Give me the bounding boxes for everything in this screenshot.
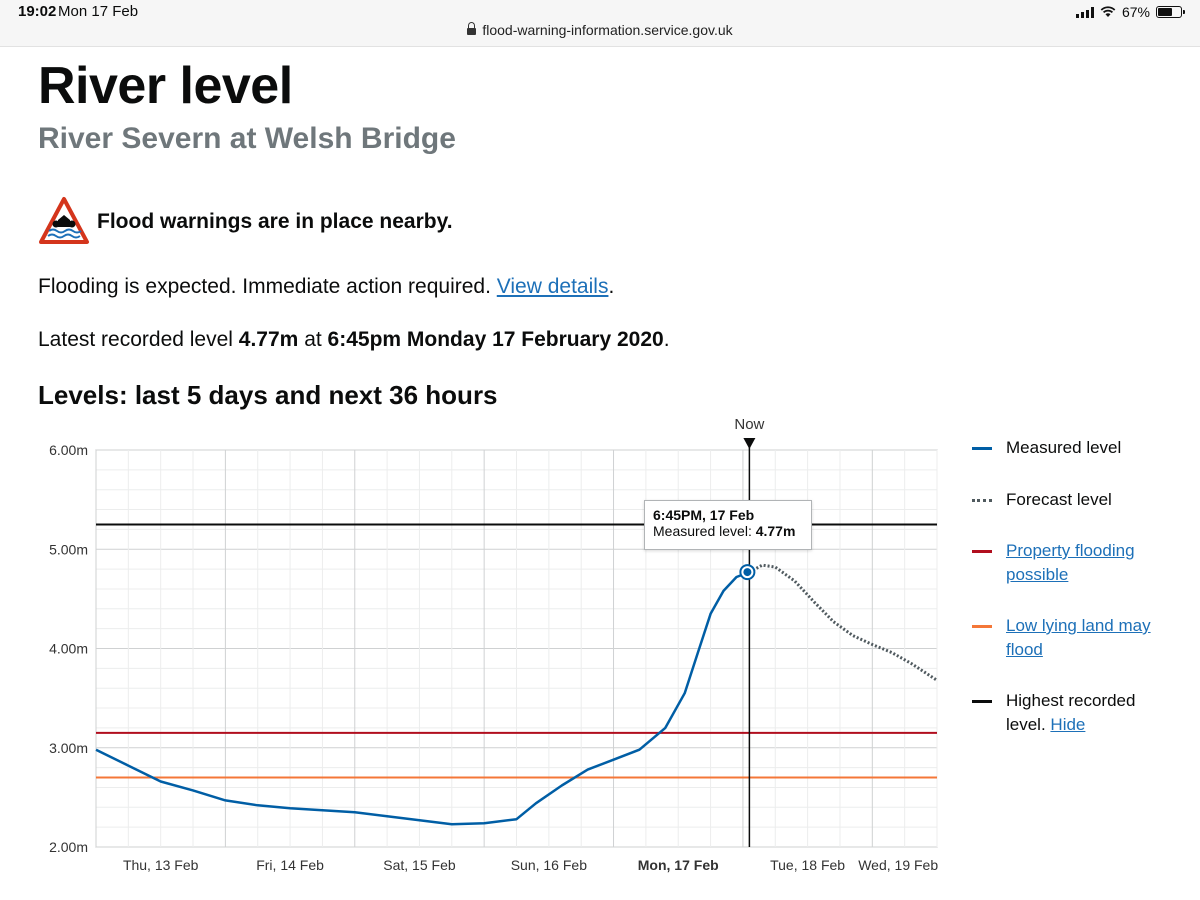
chart-tooltip: 6:45PM, 17 Feb Measured level: 4.77m [644,500,812,550]
battery-percent: 67% [1121,4,1150,20]
wifi-icon [1100,6,1116,17]
x-tick-label: Sat, 15 Feb [383,857,456,873]
x-tick-label: Wed, 19 Feb [858,857,938,873]
legend-label-forecast: Forecast level [1006,490,1112,509]
flood-warning-icon [39,197,89,244]
now-label: Now [734,416,764,433]
tooltip-value: 4.77m [755,523,796,539]
chart-heading: Levels: last 5 days and next 36 hours [38,380,498,410]
x-tick-label: Sun, 16 Feb [511,857,587,873]
legend-label-measured: Measured level [1006,438,1122,457]
flood-expected-text: Flooding is expected. Immediate action r… [38,275,491,298]
y-tick-label: 5.00m [49,541,88,557]
x-tick-label: Fri, 14 Feb [256,857,324,873]
latest-level-time: 6:45pm Monday 17 February 2020 [327,328,664,351]
status-time: 19:02 [18,3,57,20]
latest-period: . [663,328,670,351]
now-marker-icon [743,438,756,449]
legend-swatch-forecast [972,499,992,502]
address-bar[interactable]: flood-warning-information.service.gov.uk [0,22,1200,38]
legend-label-highest: Highest recorded level. Hide [1006,689,1166,737]
status-date: Mon 17 Feb [58,3,139,20]
url-text: flood-warning-information.service.gov.uk [482,22,733,38]
page-title: River level [38,57,293,115]
flood-expected-message: Flooding is expected. Immediate action r… [38,275,614,299]
legend-low-lying-land[interactable]: Low lying land may flood [972,614,1166,662]
legend-highest-text: Highest recorded level. [1006,691,1136,734]
y-tick-label: 2.00m [49,839,88,855]
river-level-chart[interactable]: 2.00m 3.00m 4.00m 5.00m 6.00m Thu, 13 Feb Fri,… [0,410,960,900]
status-bar: 19:02 Mon 17 Feb flood-warning-informati… [0,0,1200,47]
latest-level-value: 4.77m [238,328,299,351]
forecast-level-line [748,563,938,682]
lock-icon [467,22,477,35]
page-subtitle: River Severn at Welsh Bridge [38,122,456,155]
signal-icon [1075,6,1094,18]
legend-swatch-measured [972,447,992,450]
legend-swatch-property-flooding [972,550,992,553]
legend-link-property-flooding[interactable]: Property flooding possible [1006,541,1135,584]
view-details-link[interactable]: View details [496,275,609,298]
battery-icon [1156,6,1185,18]
y-tick-label: 6.00m [49,442,88,458]
x-tick-label: Mon, 17 Feb [638,857,719,873]
legend-measured: Measured level [972,436,1166,460]
legend-swatch-highest [972,700,992,703]
x-tick-label: Thu, 13 Feb [123,857,199,873]
flood-warning-text: Flood warnings are in place nearby. [97,210,453,233]
status-indicators: 67% [1075,4,1185,20]
measured-level-line [95,570,750,826]
x-tick-label: Tue, 18 Feb [770,857,845,873]
legend-forecast: Forecast level [972,488,1166,512]
legend-swatch-low-lying [972,625,992,628]
tooltip-body: Measured level: 4.77m [653,523,803,539]
current-point [743,568,752,577]
y-tick-label: 3.00m [49,740,88,756]
hide-highest-link[interactable]: Hide [1050,715,1086,734]
y-tick-label: 4.00m [49,641,88,657]
latest-level-message: Latest recorded level 4.77m at 6:45pm Mo… [38,328,670,352]
legend-link-low-lying-land[interactable]: Low lying land may flood [1006,616,1151,659]
legend-highest-recorded: Highest recorded level. Hide [972,689,1166,737]
tooltip-title: 6:45PM, 17 Feb [653,507,755,523]
latest-prefix: Latest recorded level [38,328,233,351]
expected-period: . [608,275,615,298]
legend-property-flooding[interactable]: Property flooding possible [972,539,1166,587]
tooltip-label: Measured level: [653,523,752,539]
latest-at: at [304,328,322,351]
